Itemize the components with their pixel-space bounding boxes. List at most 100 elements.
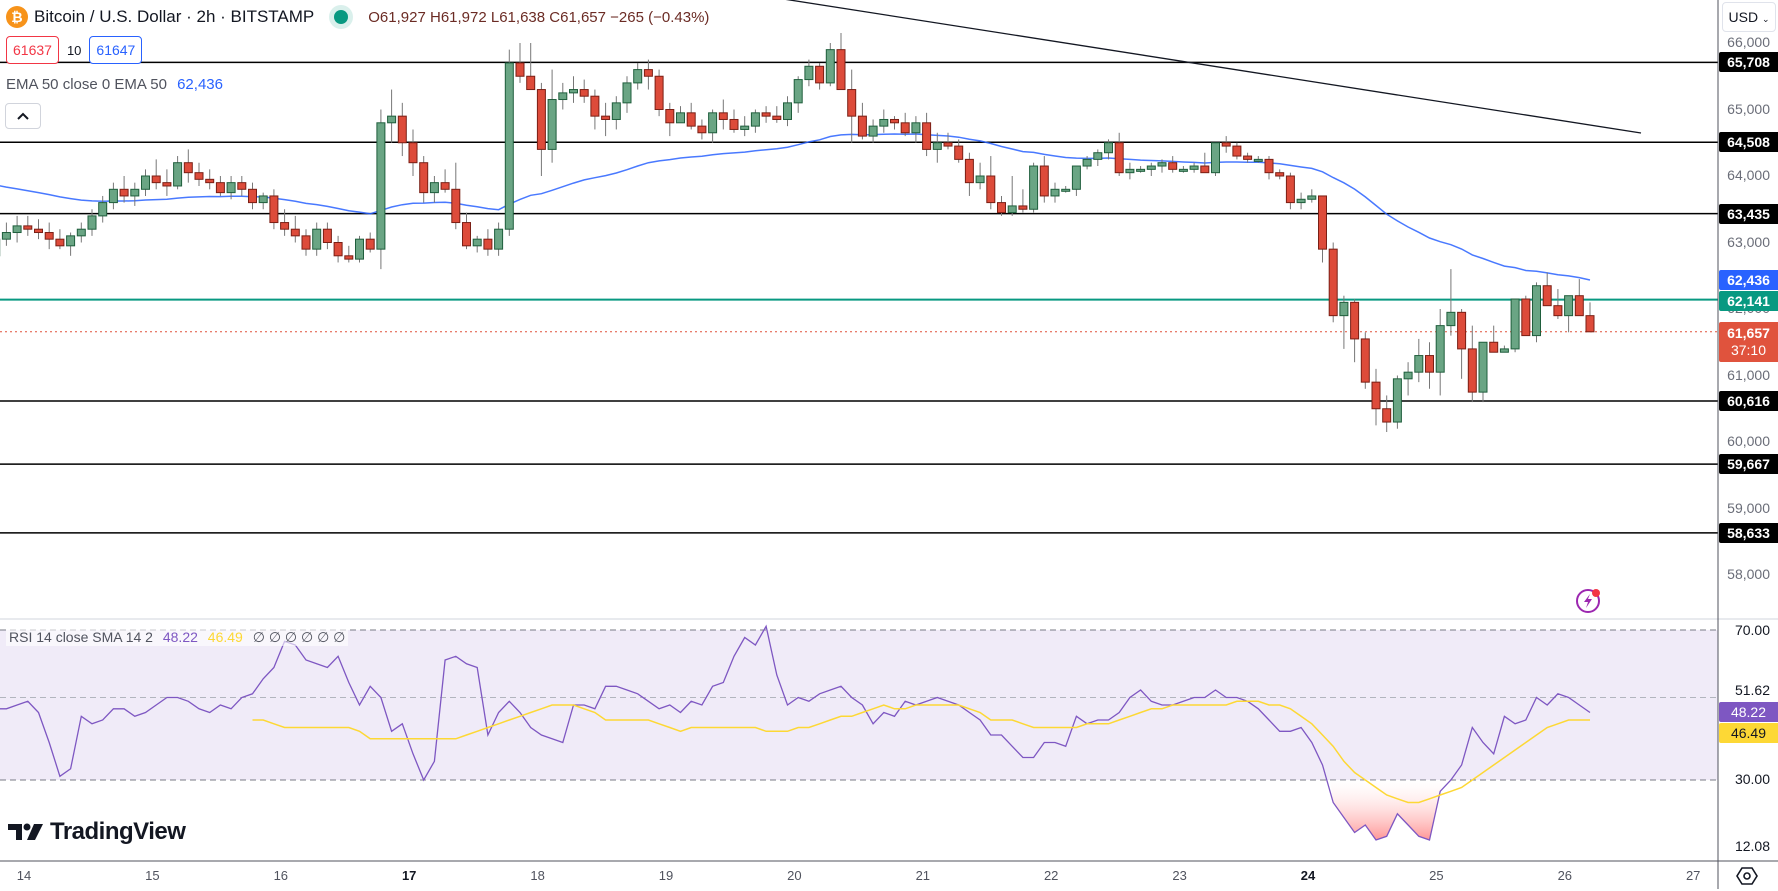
candle[interactable] [258, 192, 268, 210]
candle[interactable] [964, 152, 974, 196]
candle[interactable] [419, 156, 429, 203]
ema-50-line[interactable] [0, 133, 1591, 281]
candle[interactable] [1061, 185, 1071, 193]
candle[interactable] [879, 109, 889, 133]
candle[interactable] [1178, 166, 1188, 173]
candle[interactable] [1425, 342, 1434, 389]
candle[interactable] [1146, 162, 1156, 176]
candle[interactable] [1275, 169, 1285, 180]
candle[interactable] [1232, 142, 1242, 160]
symbol-title[interactable]: Bitcoin / U.S. Dollar · 2h · BITSTAMP [34, 7, 315, 26]
candle[interactable] [1435, 309, 1445, 396]
candle[interactable] [1093, 149, 1103, 167]
candle[interactable] [1339, 295, 1349, 349]
candle[interactable] [1564, 295, 1574, 333]
candle[interactable] [1189, 162, 1199, 173]
candle[interactable] [1446, 269, 1456, 336]
candle[interactable] [1104, 139, 1113, 160]
candle[interactable] [1414, 338, 1424, 383]
candle[interactable] [943, 132, 953, 150]
candle[interactable] [1243, 152, 1253, 163]
tradingview-logo[interactable]: TradingView [8, 818, 186, 846]
candle[interactable] [1478, 341, 1488, 403]
candle[interactable] [215, 176, 225, 196]
candle[interactable] [312, 222, 322, 256]
candle[interactable] [12, 215, 22, 243]
candle[interactable] [108, 182, 118, 210]
candle[interactable] [1328, 242, 1338, 323]
candle[interactable] [301, 229, 311, 256]
symbol-legend[interactable]: ₿ Bitcoin / U.S. Dollar · 2h · BITSTAMP … [6, 6, 709, 28]
candle[interactable] [280, 209, 290, 236]
candle[interactable] [1489, 325, 1499, 353]
candle[interactable] [1285, 172, 1295, 210]
candle[interactable] [654, 69, 664, 117]
candle[interactable] [98, 195, 108, 223]
candle[interactable] [1499, 345, 1509, 353]
candle[interactable] [697, 119, 707, 140]
candle[interactable] [1211, 142, 1220, 176]
candle[interactable] [365, 232, 375, 253]
candle[interactable] [547, 69, 557, 163]
candle[interactable] [1136, 166, 1146, 173]
candle[interactable] [237, 176, 247, 196]
candle[interactable] [290, 215, 300, 243]
candle[interactable] [601, 102, 611, 137]
candle[interactable] [783, 96, 792, 127]
candle[interactable] [1382, 395, 1392, 433]
candle[interactable] [526, 43, 536, 91]
candle[interactable] [1350, 299, 1360, 363]
candle[interactable] [44, 222, 54, 250]
candle[interactable] [558, 82, 568, 110]
candle[interactable] [1392, 375, 1402, 429]
ema-legend[interactable]: EMA 50 close 0 EMA 50 62,436 [6, 76, 223, 93]
candle[interactable] [483, 229, 493, 256]
candle[interactable] [1200, 152, 1210, 174]
candle[interactable] [194, 162, 204, 186]
candle[interactable] [975, 162, 985, 190]
candle[interactable] [932, 132, 942, 163]
candle[interactable] [847, 69, 857, 143]
candle[interactable] [911, 116, 921, 143]
candle[interactable] [1553, 289, 1563, 319]
candle[interactable] [1542, 272, 1552, 307]
candle[interactable] [1168, 156, 1178, 173]
candle[interactable] [87, 209, 97, 236]
buy-button[interactable]: 61647 [89, 36, 143, 64]
candle[interactable] [1296, 192, 1306, 210]
candle[interactable] [986, 156, 996, 210]
candle[interactable] [173, 156, 183, 190]
descending-trendline[interactable] [490, 0, 1642, 134]
candle[interactable] [1029, 162, 1039, 213]
candle[interactable] [868, 119, 878, 143]
candle[interactable] [1585, 302, 1595, 333]
candle[interactable] [397, 102, 407, 157]
candle[interactable] [1574, 279, 1584, 317]
candle[interactable] [857, 102, 867, 140]
candle[interactable] [1403, 362, 1413, 396]
candle[interactable] [151, 159, 161, 190]
candle[interactable] [1221, 136, 1231, 153]
candle[interactable] [1318, 195, 1327, 263]
candle[interactable] [494, 222, 504, 256]
candle[interactable] [515, 43, 525, 83]
lightning-alert-icon[interactable] [1576, 587, 1602, 613]
candle[interactable] [462, 212, 471, 250]
candle[interactable] [772, 106, 782, 123]
candle[interactable] [1264, 156, 1274, 180]
candle[interactable] [1114, 132, 1124, 176]
candle[interactable] [579, 79, 589, 103]
candle[interactable] [611, 96, 621, 130]
candle[interactable] [1467, 325, 1477, 403]
candle[interactable] [1007, 176, 1017, 216]
candle[interactable] [804, 59, 814, 87]
candle[interactable] [1360, 332, 1370, 389]
candle[interactable] [1532, 282, 1541, 343]
candle[interactable] [130, 182, 140, 206]
candle[interactable] [665, 102, 675, 137]
candle[interactable] [333, 235, 343, 263]
candle[interactable] [900, 112, 910, 137]
candle[interactable] [344, 245, 354, 263]
candle[interactable] [622, 76, 632, 113]
